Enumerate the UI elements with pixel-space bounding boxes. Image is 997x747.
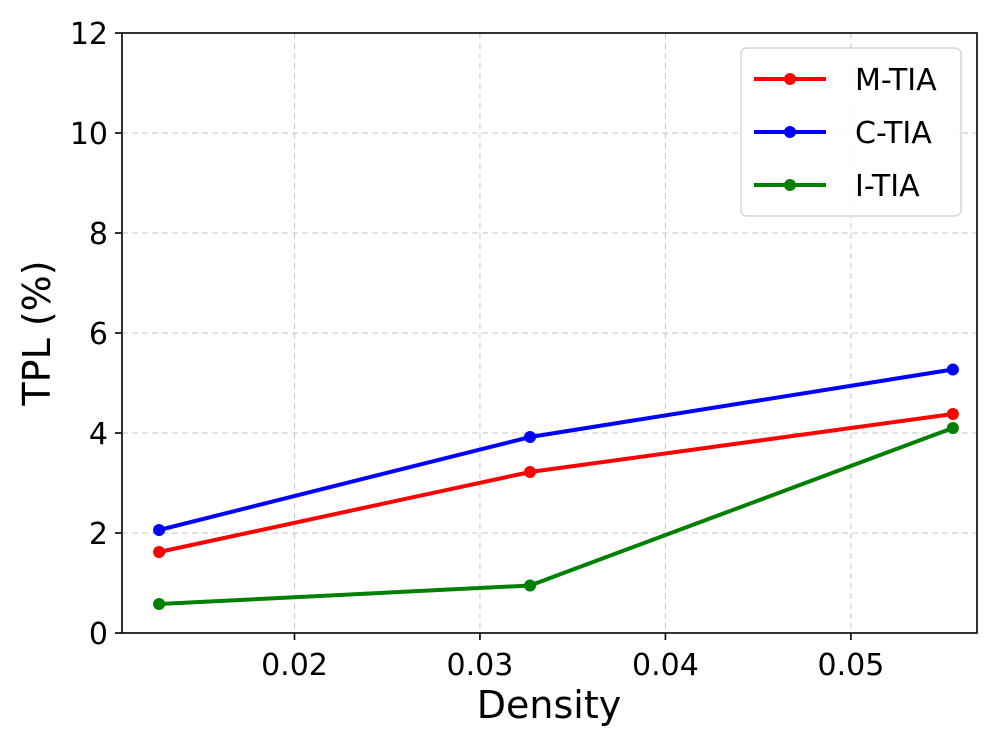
legend-marker-m-tia xyxy=(784,73,796,85)
y-tick-label: 10 xyxy=(70,117,108,152)
y-axis-label: TPL (%) xyxy=(15,260,59,406)
legend: M-TIA C-TIA I-TIA xyxy=(740,47,962,217)
series-line-i-tia xyxy=(158,426,954,606)
data-point-i-tia xyxy=(946,422,959,434)
y-tick-label: 4 xyxy=(89,417,108,452)
series-layer xyxy=(153,363,959,610)
y-axis-ticks: 0 2 4 6 8 10 12 xyxy=(70,17,122,652)
legend-marker-i-tia xyxy=(784,179,796,191)
data-point-m-tia xyxy=(946,408,959,420)
data-point-m-tia xyxy=(524,466,537,478)
legend-box xyxy=(740,47,962,217)
data-point-c-tia xyxy=(153,524,166,536)
x-axis-ticks: 0.02 0.03 0.04 0.05 xyxy=(261,633,884,683)
y-tick-label: 2 xyxy=(89,517,108,552)
series-c-tia xyxy=(153,363,959,536)
data-point-c-tia xyxy=(946,363,959,376)
y-tick-label: 8 xyxy=(89,217,108,252)
data-point-i-tia xyxy=(524,579,537,592)
y-tick-label: 0 xyxy=(89,617,108,652)
x-tick-label: 0.02 xyxy=(261,648,328,683)
series-i-tia xyxy=(153,422,959,610)
x-axis-label: Density xyxy=(477,683,621,727)
data-point-i-tia xyxy=(153,598,166,610)
y-tick-label: 6 xyxy=(89,317,108,352)
series-m-tia xyxy=(153,408,959,558)
data-point-c-tia xyxy=(524,431,537,443)
series-line-c-tia xyxy=(158,367,954,532)
x-tick-label: 0.04 xyxy=(632,648,699,683)
x-tick-label: 0.03 xyxy=(447,648,514,683)
legend-label-c-tia: C-TIA xyxy=(855,116,932,151)
legend-label-m-tia: M-TIA xyxy=(855,63,937,98)
x-tick-label: 0.05 xyxy=(817,648,884,683)
legend-label-i-tia: I-TIA xyxy=(855,169,920,204)
data-point-m-tia xyxy=(153,546,166,558)
y-tick-label: 12 xyxy=(70,17,108,52)
legend-marker-c-tia xyxy=(784,126,796,138)
